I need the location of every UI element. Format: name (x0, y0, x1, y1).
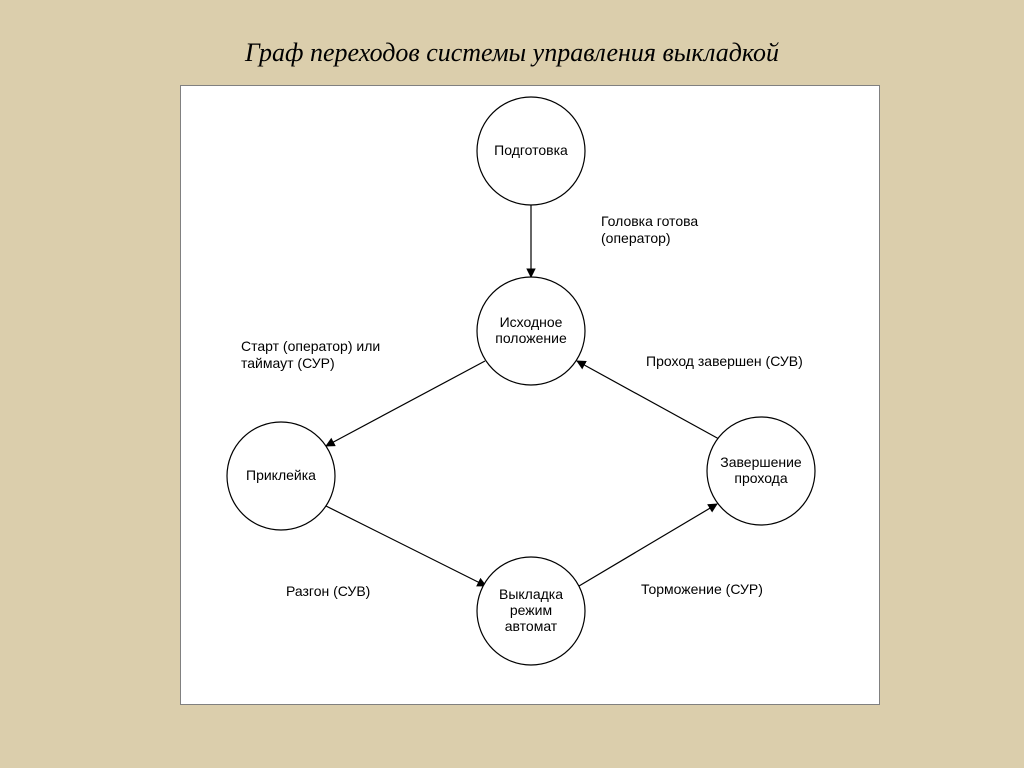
state-graph: Головка готова(оператор) Старт (оператор)… (181, 86, 881, 706)
edge-glue-auto (326, 506, 486, 586)
edge-label-glue-auto: Разгон (СУВ) (286, 583, 370, 599)
node-label-prep: Подготовка (494, 142, 568, 158)
page: Граф переходов системы управления выклад… (0, 0, 1024, 768)
edge-label-auto-finish: Торможение (СУР) (641, 581, 763, 597)
node-label-glue: Приклейка (246, 467, 316, 483)
diagram-canvas: Головка готова(оператор) Старт (оператор)… (180, 85, 880, 705)
edge-label-home-glue: Старт (оператор) илитаймаут (СУР) (241, 338, 380, 371)
edge-label-finish-home: Проход завершен (СУВ) (646, 353, 803, 369)
edge-label-prep-home: Головка готова(оператор) (601, 213, 698, 246)
edge-home-glue (326, 361, 485, 446)
edge-finish-home (577, 361, 719, 439)
edge-auto-finish (579, 504, 717, 586)
node-label-home: Исходноеположение (495, 314, 567, 346)
diagram-title: Граф переходов системы управления выклад… (0, 38, 1024, 68)
